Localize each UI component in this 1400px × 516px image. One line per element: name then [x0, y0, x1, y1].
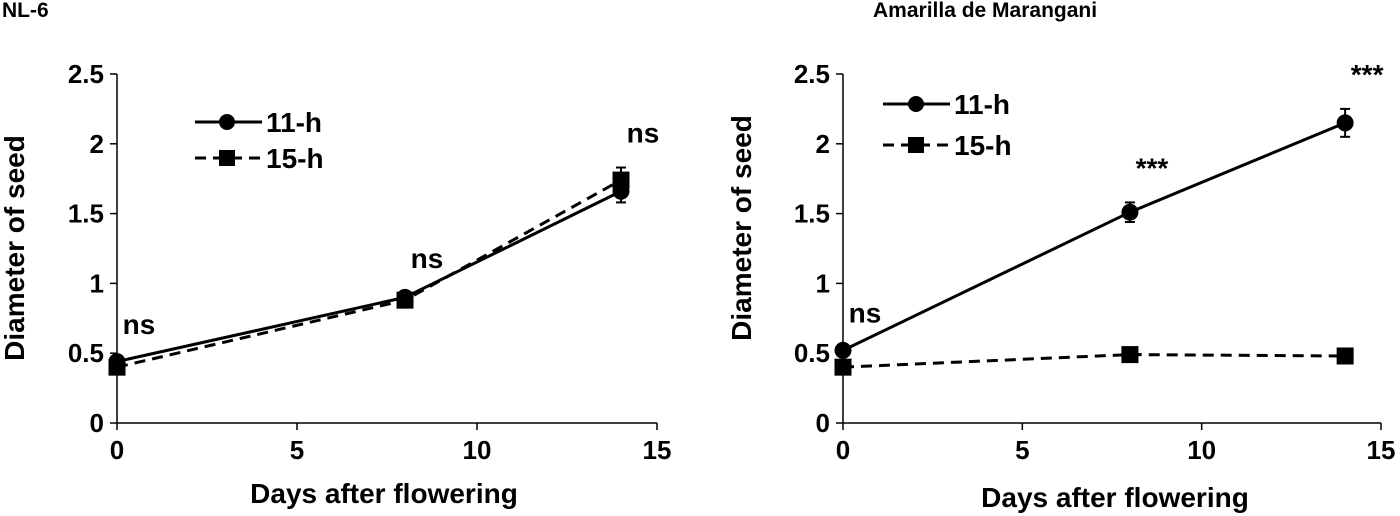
legend-marker-square [908, 137, 924, 153]
data-point-square [108, 358, 126, 376]
significance-label: *** [1136, 152, 1169, 183]
legend-label: 15-h [266, 143, 324, 174]
legend-marker-circle [219, 114, 235, 130]
series-line-15-h [842, 353, 1346, 369]
chart-panel-amarilla: Amarilla de Marangani Diameter of seed D… [726, 0, 1395, 513]
x-tick-label: 15 [643, 435, 672, 465]
data-point-square [612, 171, 630, 189]
y-tick-label: 1 [816, 268, 830, 298]
y-tick-label: 2.5 [68, 59, 104, 89]
significance-label: ns [411, 243, 444, 274]
data-point-square [834, 358, 852, 376]
x-tick-label: 10 [463, 435, 492, 465]
chart-title: NL-6 [2, 0, 49, 22]
y-tick-label: 2 [90, 129, 104, 159]
data-point-square [1121, 346, 1139, 364]
series-line-15-h [116, 178, 622, 369]
data-point-circle [834, 341, 852, 359]
y-tick-label: 0.5 [794, 338, 830, 368]
data-point-square [1336, 347, 1354, 365]
significance-label: ns [849, 298, 882, 329]
legend-item-15h: 15-h [883, 130, 1012, 161]
legend: 11-h 15-h [195, 107, 324, 174]
y-tick-label: 2 [816, 129, 830, 159]
data-point-circle [1336, 114, 1354, 132]
significance-label: ns [123, 309, 156, 340]
x-tick-label: 0 [110, 435, 124, 465]
series-line-11-h [842, 121, 1346, 352]
legend-marker-square [219, 150, 235, 166]
y-tick-label: 1.5 [794, 199, 830, 229]
significance-label: *** [1351, 59, 1384, 90]
data-point-circle [1121, 203, 1139, 221]
x-tick-label: 5 [1015, 435, 1029, 465]
y-axis-label: Diameter of seed [0, 135, 30, 361]
y-axis-label: Diameter of seed [726, 115, 757, 341]
significance-label: ns [627, 118, 660, 149]
data-point-square [396, 291, 414, 309]
x-axis-label: Days after flowering [981, 482, 1249, 513]
y-tick-label: 0 [90, 408, 104, 438]
y-tick-label: 1 [90, 268, 104, 298]
series-line-11-h [116, 189, 622, 364]
legend-marker-circle [908, 96, 924, 112]
chart-title: Amarilla de Marangani [873, 0, 1097, 22]
x-tick-label: 0 [836, 435, 850, 465]
x-tick-label: 10 [1187, 435, 1216, 465]
x-tick-label: 5 [290, 435, 304, 465]
legend-item-11h: 11-h [195, 107, 322, 138]
y-tick-label: 0.5 [68, 338, 104, 368]
legend-label: 15-h [954, 130, 1012, 161]
x-tick-label: 15 [1367, 435, 1396, 465]
legend-item-15h: 15-h [195, 143, 324, 174]
chart-panel-nl6: NL-6 Diameter of seed Days after floweri… [0, 0, 671, 509]
y-tick-label: 0 [816, 408, 830, 438]
legend: 11-h 15-h [883, 89, 1012, 161]
legend-item-11h: 11-h [883, 89, 1010, 120]
legend-label: 11-h [954, 89, 1010, 120]
legend-label: 11-h [266, 107, 322, 138]
y-tick-label: 1.5 [68, 199, 104, 229]
x-axis-label: Days after flowering [250, 478, 518, 509]
y-tick-label: 2.5 [794, 59, 830, 89]
